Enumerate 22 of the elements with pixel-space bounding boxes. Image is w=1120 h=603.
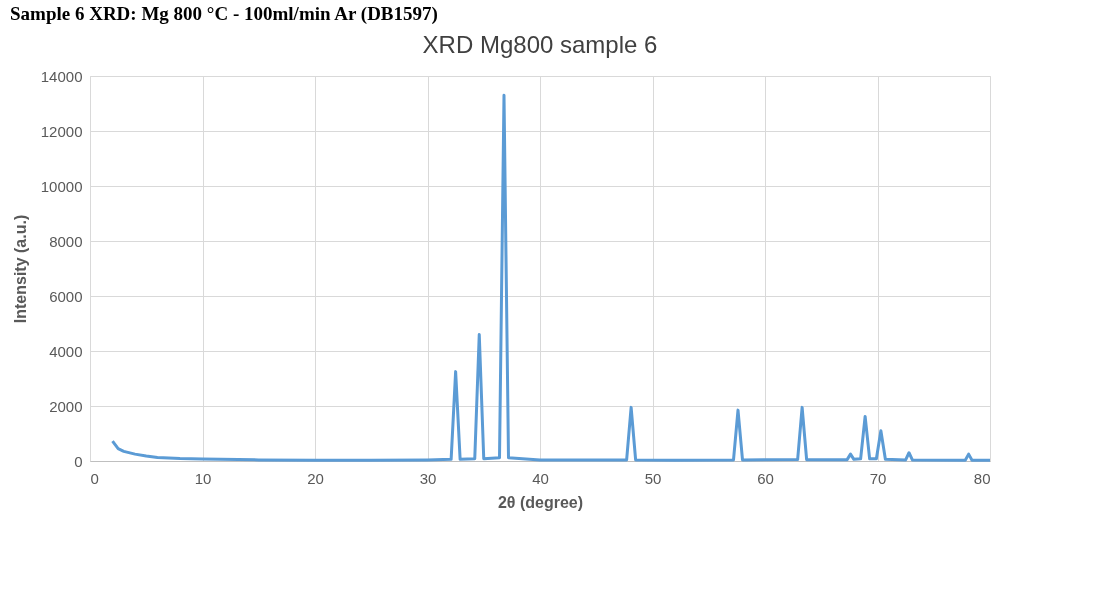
y-axis-title: Intensity (a.u.) xyxy=(11,214,29,324)
y-tick-label: 12000 xyxy=(40,122,83,140)
x-axis-title: 2θ (degree) xyxy=(497,493,584,511)
y-tick-label: 6000 xyxy=(49,287,83,305)
y-tick-label: 2000 xyxy=(49,397,83,415)
y-tick-label: 4000 xyxy=(49,342,83,360)
y-tick-label: 10000 xyxy=(40,177,83,195)
y-tick-label: 0 xyxy=(74,452,83,470)
x-tick-label: 0 xyxy=(90,469,99,487)
y-tick-label: 8000 xyxy=(49,232,83,250)
x-tick-label: 10 xyxy=(194,469,212,487)
chart-title: XRD Mg800 sample 6 xyxy=(422,31,658,58)
y-tick-label: 14000 xyxy=(40,67,83,85)
x-tick-label: 20 xyxy=(307,469,324,487)
line-series xyxy=(111,93,992,462)
text: Sample 6 XRD: Mg 800 °C - 100ml/min Ar (DB1597) xyxy=(10,3,438,25)
x-tick-label: 70 xyxy=(869,469,887,487)
x-tick-label: 60 xyxy=(757,469,774,487)
x-tick-label: 50 xyxy=(644,469,662,487)
x-tick-label: 30 xyxy=(419,469,437,487)
x-tick-label: 80 xyxy=(973,469,991,487)
x-tick-label: 40 xyxy=(532,469,549,487)
